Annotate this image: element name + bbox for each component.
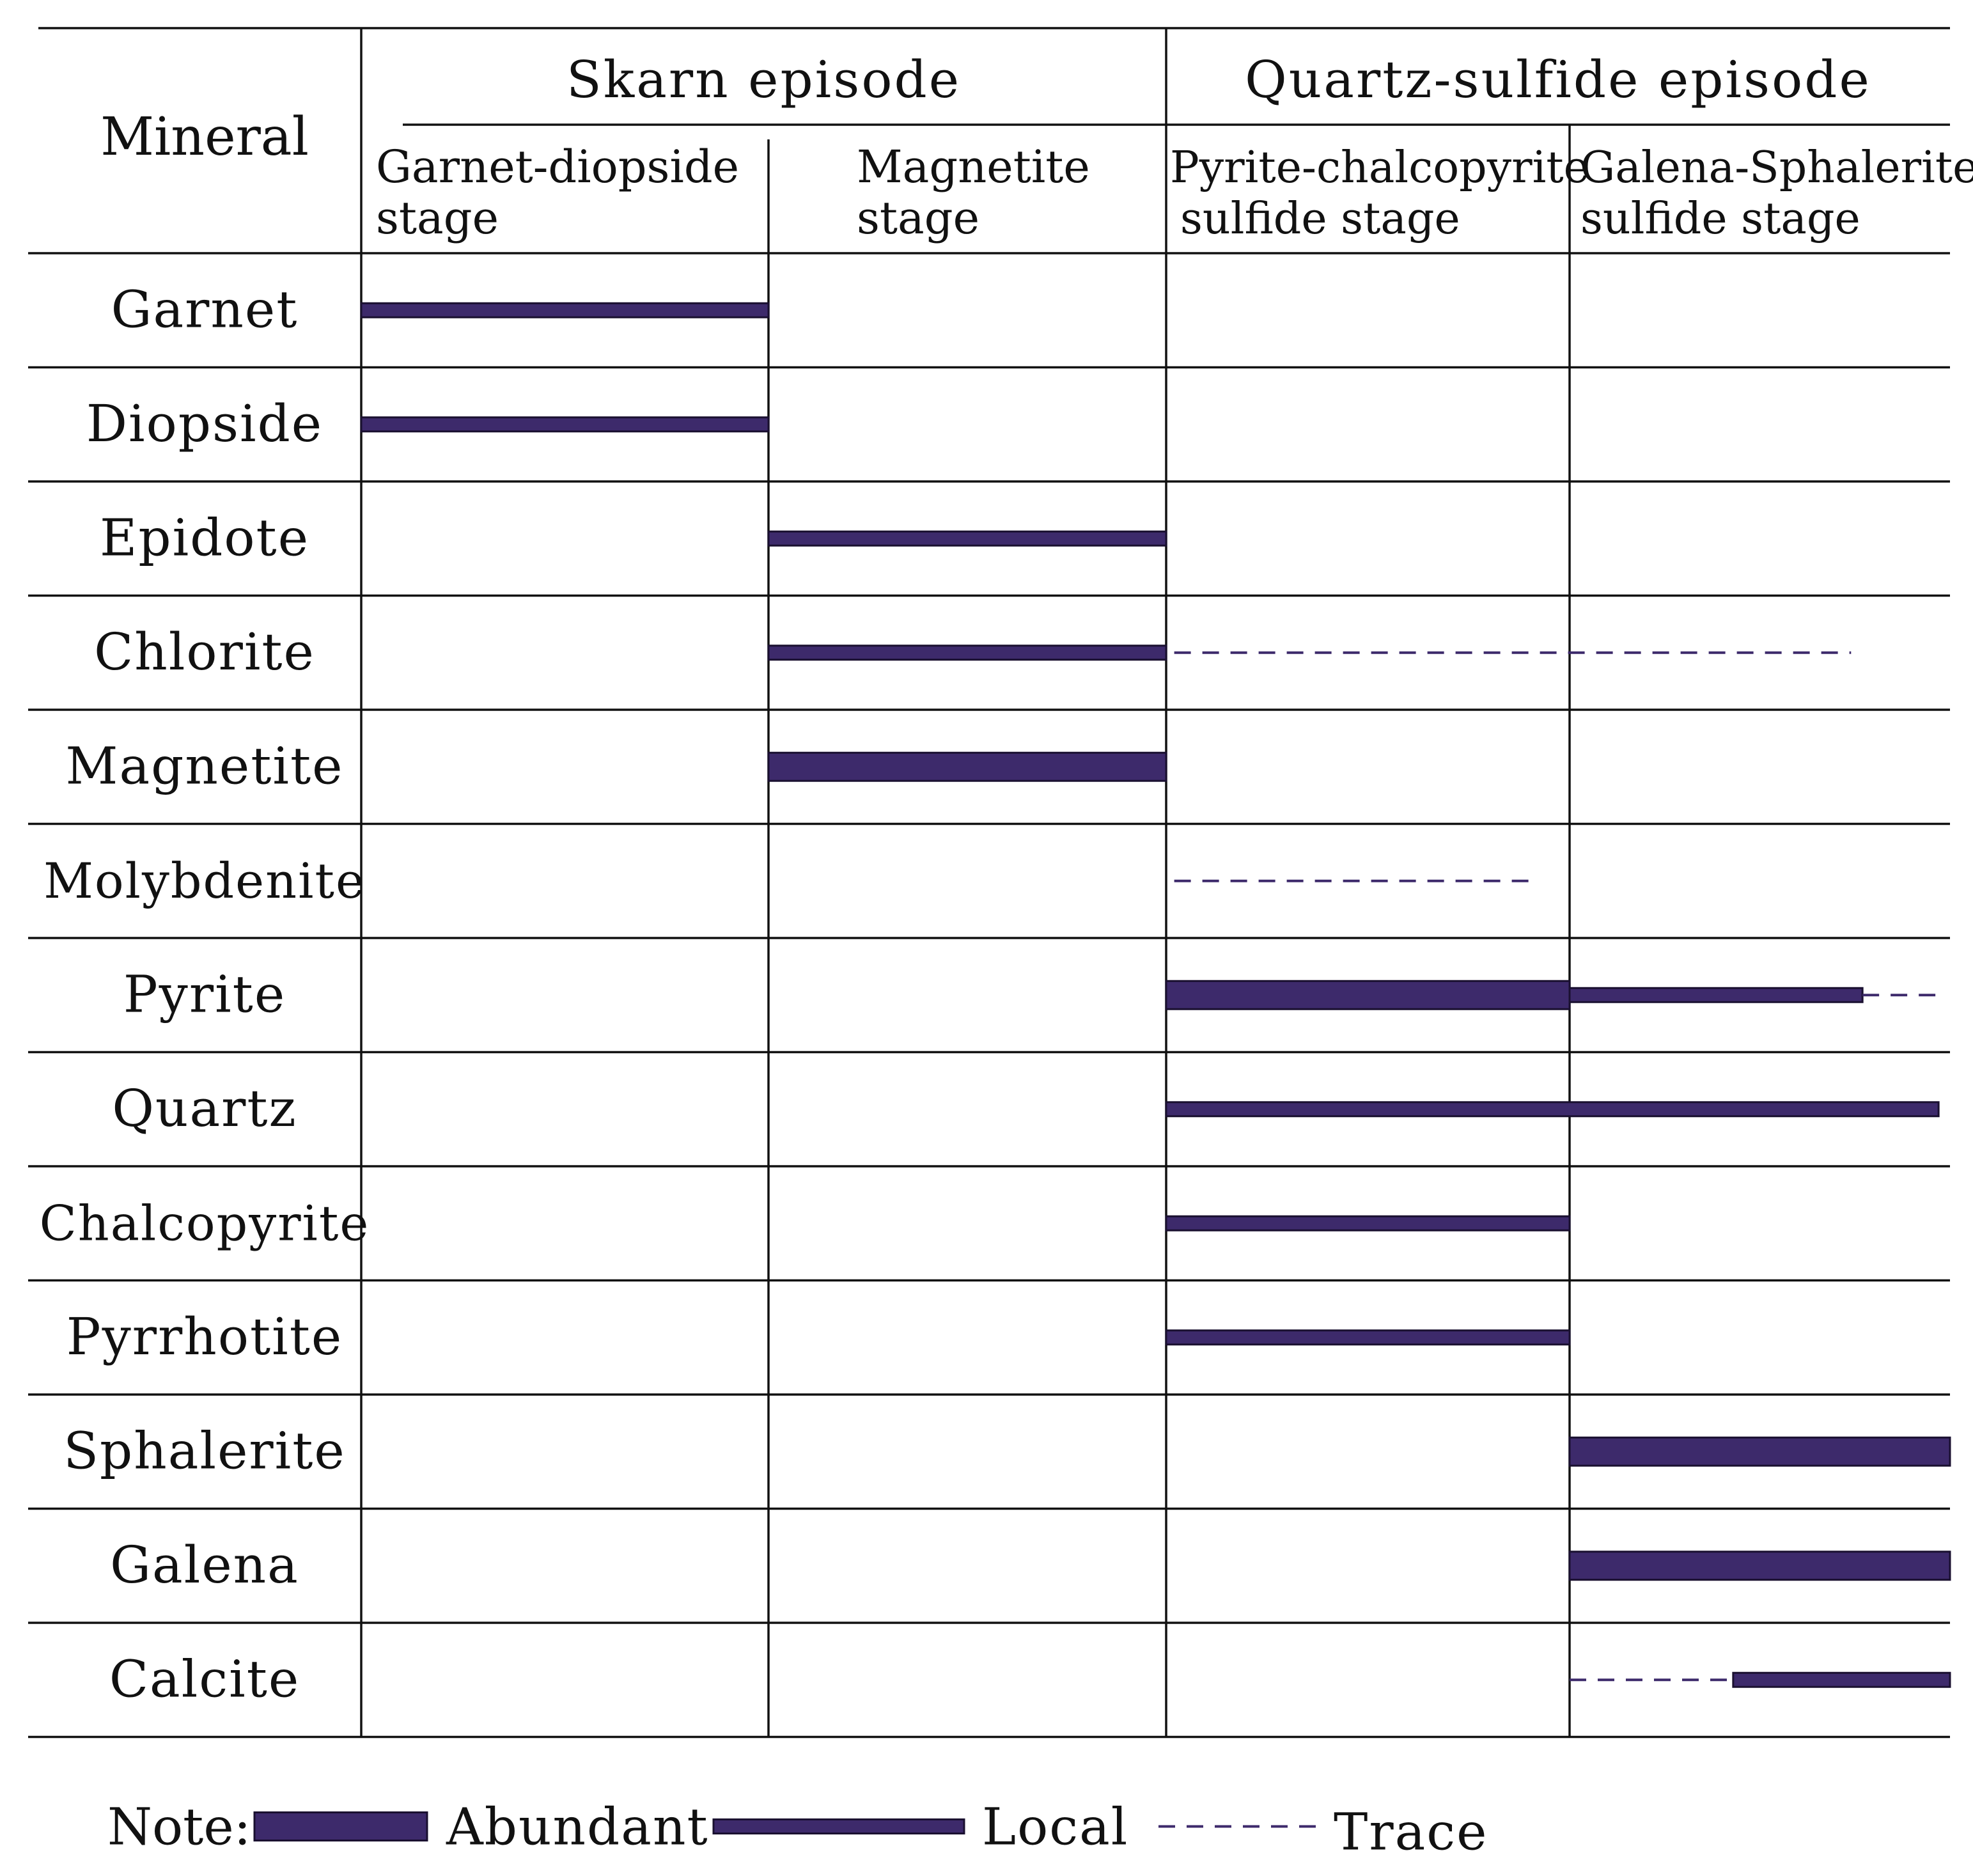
table-grid	[28, 27, 1950, 1739]
mineral-label: Galena	[110, 1535, 299, 1595]
row-header-label: Mineral	[100, 107, 309, 168]
stage-label: Garnet-diopside	[376, 141, 739, 193]
stage-bars	[360, 302, 1951, 1688]
local-bar	[1568, 987, 1864, 1003]
mineral-label: Magnetite	[66, 736, 344, 795]
local-bar	[1165, 1101, 1940, 1118]
stage-label: sulfide stage	[1180, 194, 1460, 244]
mineral-row-galena	[1568, 1551, 1951, 1581]
mineral-label: Molybdenite	[43, 852, 366, 909]
mineral-label: Pyrite	[123, 964, 286, 1024]
mineral-row-sphalerite	[1568, 1436, 1951, 1467]
legend-local-swatch	[712, 1818, 965, 1834]
mineral-row-chlorite	[767, 645, 1852, 661]
stage-label: Pyrite-chalcopyrite	[1170, 143, 1589, 193]
mineral-row-epidote	[767, 530, 1167, 547]
abundant-bar	[767, 751, 1167, 782]
legend: Note: Abundant Local Trace	[107, 1797, 1488, 1862]
local-bar	[360, 416, 770, 433]
stage-label: Galena-Sphalerite	[1580, 143, 1973, 193]
mineral-row-diopside	[360, 416, 770, 433]
mineral-label: Chlorite	[94, 622, 315, 682]
local-bar	[767, 530, 1167, 547]
local-bar	[1165, 1329, 1571, 1346]
episode-label: Quartz-sulfide episode	[1245, 50, 1871, 109]
mineral-label: Diopside	[86, 394, 323, 453]
local-bar	[1165, 1215, 1571, 1231]
mineral-row-pyrite	[1165, 980, 1939, 1010]
mineral-row-magnetite	[767, 751, 1167, 782]
mineral-label: Chalcopyrite	[40, 1194, 370, 1251]
legend-trace-label: Trace	[1334, 1802, 1488, 1862]
table-header: Mineral Skarn episode Quartz-sulfide episo…	[100, 50, 1973, 244]
abundant-bar	[1165, 980, 1571, 1010]
local-bar	[767, 645, 1167, 661]
legend-prefix: Note:	[107, 1797, 251, 1857]
mineral-label: Quartz	[112, 1079, 297, 1138]
mineral-label: Sphalerite	[63, 1421, 345, 1480]
mineral-labels: Garnet Diopside Epidote Chlorite Magnetite Mo…	[40, 279, 370, 1708]
legend-abundant-label: Abundant	[446, 1797, 709, 1857]
mineral-label: Calcite	[109, 1649, 300, 1708]
mineral-label: Garnet	[111, 279, 299, 339]
mineral-row-calcite	[1570, 1671, 1951, 1688]
stage-label: stage	[376, 192, 499, 244]
stage-label: stage	[857, 192, 979, 244]
legend-abundant-swatch	[253, 1811, 428, 1841]
mineral-label: Epidote	[100, 508, 309, 567]
mineral-row-quartz	[1165, 1101, 1940, 1118]
abundant-bar	[1568, 1436, 1951, 1467]
mineral-row-garnet	[360, 302, 770, 318]
stage-label: Magnetite	[857, 141, 1090, 193]
mineral-row-chalcopyrite	[1165, 1215, 1571, 1231]
local-bar	[1732, 1671, 1951, 1688]
local-bar	[360, 302, 770, 318]
stage-label: sulfide stage	[1580, 194, 1860, 244]
mineral-label: Pyrrhotite	[66, 1307, 343, 1366]
mineral-row-pyrrhotite	[1165, 1329, 1571, 1346]
episode-label: Skarn episode	[566, 50, 961, 109]
legend-local-label: Local	[982, 1797, 1128, 1857]
abundant-bar	[1568, 1551, 1951, 1581]
